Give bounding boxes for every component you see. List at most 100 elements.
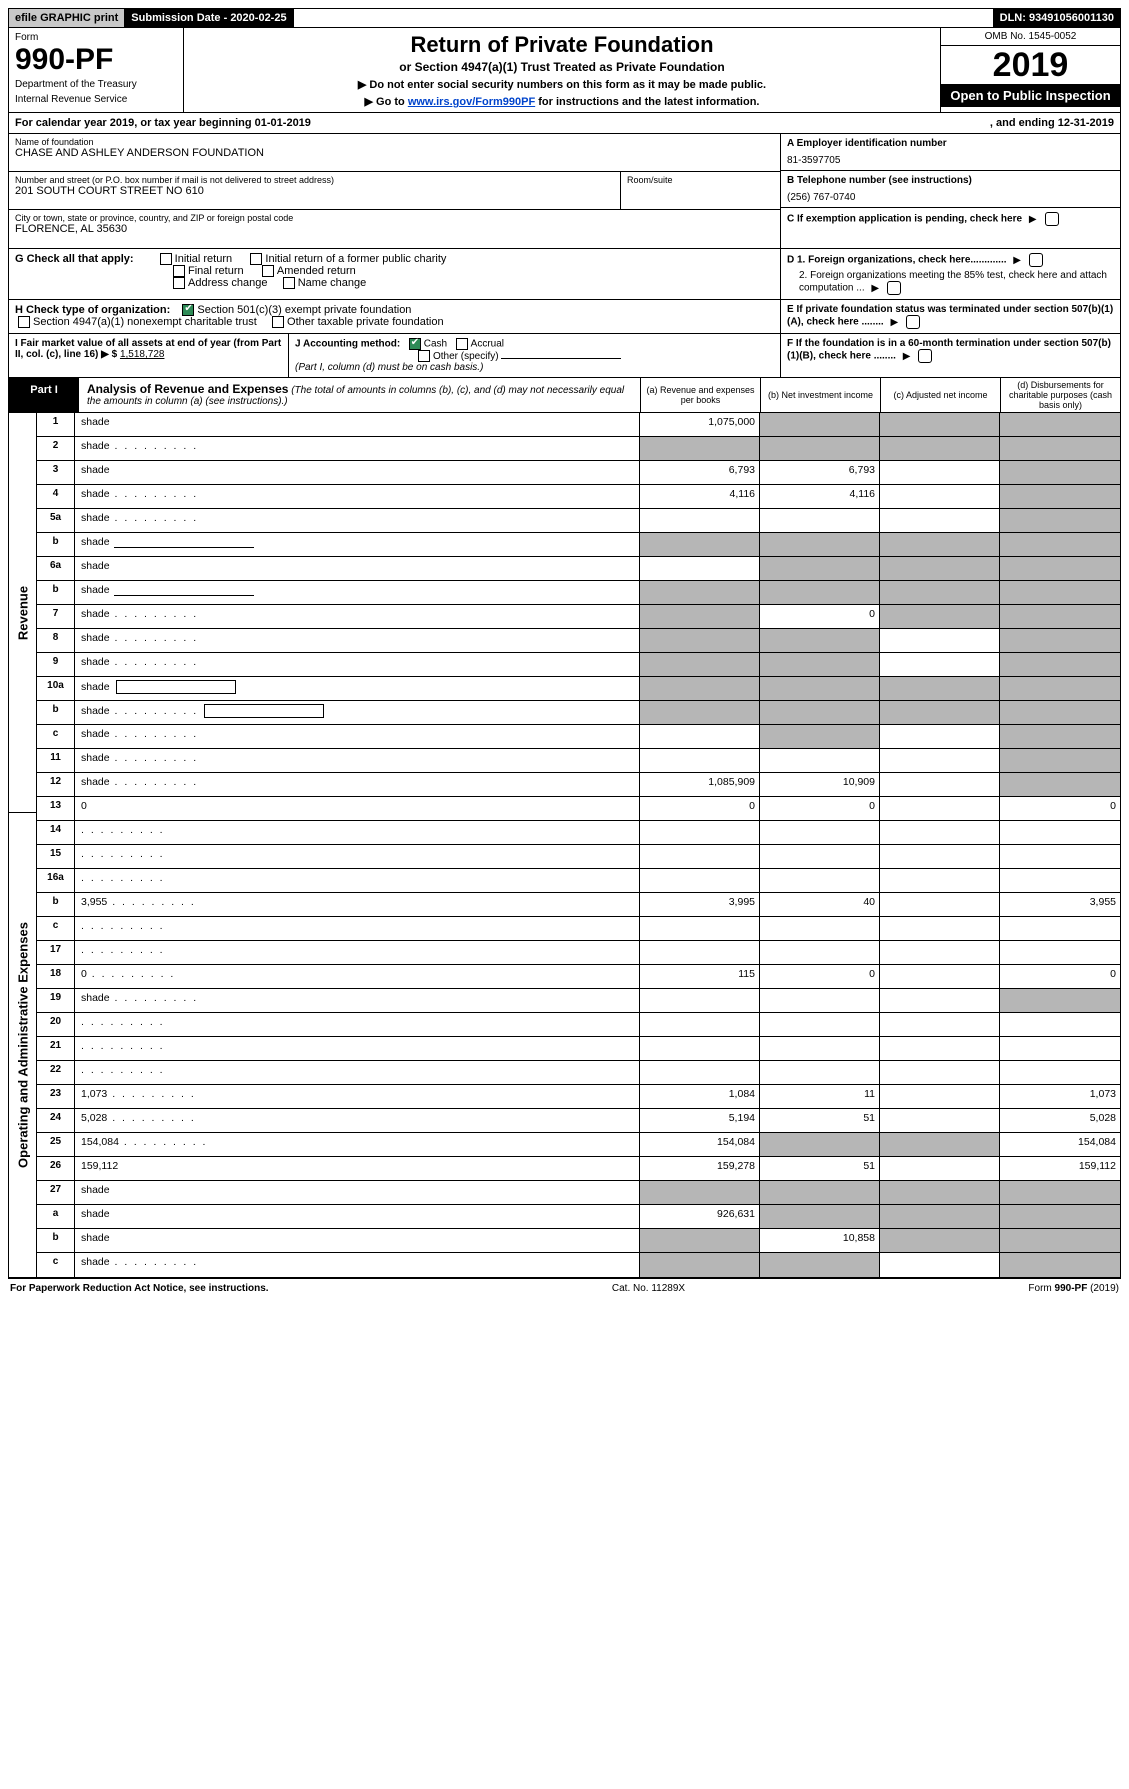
line-number: 22 xyxy=(37,1061,75,1084)
col-b-value xyxy=(760,1037,880,1060)
checkbox-initial-former[interactable] xyxy=(250,253,262,265)
col-d-value xyxy=(1000,773,1120,796)
checkbox-address-change[interactable] xyxy=(173,277,185,289)
vertical-labels: Revenue Operating and Administrative Exp… xyxy=(9,413,37,1277)
col-a-value: 1,085,909 xyxy=(640,773,760,796)
col-b-value xyxy=(760,629,880,652)
line-number: 10a xyxy=(37,677,75,700)
checkbox-other-taxable[interactable] xyxy=(272,316,284,328)
city-state-zip: FLORENCE, AL 35630 xyxy=(15,223,774,235)
col-a-value xyxy=(640,533,760,556)
line-description xyxy=(75,941,640,964)
col-c-value xyxy=(880,821,1000,844)
col-b-value: 10,858 xyxy=(760,1229,880,1252)
header-center: Return of Private Foundation or Section … xyxy=(184,28,940,112)
form-header: Form 990-PF Department of the Treasury I… xyxy=(8,28,1121,113)
col-c-value xyxy=(880,965,1000,988)
checkbox-e[interactable] xyxy=(906,315,920,329)
col-d-value xyxy=(1000,1205,1120,1228)
table-row: 18011500 xyxy=(37,965,1120,989)
table-row: 10ashade xyxy=(37,677,1120,701)
open-public: Open to Public Inspection xyxy=(941,84,1120,107)
checkbox-d1[interactable] xyxy=(1029,253,1043,267)
line-description xyxy=(75,1013,640,1036)
table-row: 12shade1,085,90910,909 xyxy=(37,773,1120,797)
checkbox-cash[interactable] xyxy=(409,338,421,350)
col-c-value xyxy=(880,437,1000,460)
dept-treasury: Department of the Treasury xyxy=(15,79,177,90)
col-a-value xyxy=(640,1253,760,1277)
col-b-value: 51 xyxy=(760,1109,880,1132)
note-goto: ▶ Go to www.irs.gov/Form990PF for instru… xyxy=(194,95,930,108)
line-description: shade xyxy=(75,437,640,460)
form-link[interactable]: www.irs.gov/Form990PF xyxy=(408,96,535,108)
table-row: 20 xyxy=(37,1013,1120,1037)
checkbox-initial-return[interactable] xyxy=(160,253,172,265)
col-c-value xyxy=(880,581,1000,604)
accounting-method-cell: J Accounting method: Cash Accrual Other … xyxy=(289,334,780,377)
line-number: 11 xyxy=(37,749,75,772)
line-description: 5,028 xyxy=(75,1109,640,1132)
line-description: 0 xyxy=(75,965,640,988)
line-description: shade xyxy=(75,1229,640,1252)
table-row: 17 xyxy=(37,941,1120,965)
line-number: 9 xyxy=(37,653,75,676)
col-a-value: 3,995 xyxy=(640,893,760,916)
col-a-value: 0 xyxy=(640,797,760,820)
col-b-value xyxy=(760,437,880,460)
d-boxes: D 1. Foreign organizations, check here..… xyxy=(780,249,1120,299)
checkbox-c[interactable] xyxy=(1045,212,1059,226)
col-d-value xyxy=(1000,1061,1120,1084)
form-number: 990-PF xyxy=(15,45,177,75)
checkbox-d2[interactable] xyxy=(887,281,901,295)
col-c-value xyxy=(880,749,1000,772)
table-row: bshade xyxy=(37,581,1120,605)
address-row: Number and street (or P.O. box number if… xyxy=(9,172,780,210)
line-description: shade xyxy=(75,605,640,628)
checkbox-f[interactable] xyxy=(918,349,932,363)
f-box: F If the foundation is in a 60-month ter… xyxy=(780,334,1120,377)
checkbox-amended-return[interactable] xyxy=(262,265,274,277)
col-b-value: 6,793 xyxy=(760,461,880,484)
line-number: b xyxy=(37,581,75,604)
checkbox-final-return[interactable] xyxy=(173,265,185,277)
col-b-value xyxy=(760,677,880,700)
col-b-value xyxy=(760,701,880,724)
col-a-value: 154,084 xyxy=(640,1133,760,1156)
checkbox-name-change[interactable] xyxy=(283,277,295,289)
table-row: 22 xyxy=(37,1061,1120,1085)
col-b-value: 40 xyxy=(760,893,880,916)
col-a-value xyxy=(640,821,760,844)
line-description xyxy=(75,845,640,868)
col-d-value: 0 xyxy=(1000,965,1120,988)
col-b-value xyxy=(760,581,880,604)
foundation-name: CHASE AND ASHLEY ANDERSON FOUNDATION xyxy=(15,147,774,159)
col-c-value xyxy=(880,1037,1000,1060)
checkbox-4947a1[interactable] xyxy=(18,316,30,328)
entity-right: A Employer identification number 81-3597… xyxy=(780,134,1120,248)
col-c-value xyxy=(880,1061,1000,1084)
col-a-value: 1,075,000 xyxy=(640,413,760,436)
col-a-value xyxy=(640,1013,760,1036)
col-c-value xyxy=(880,773,1000,796)
checkbox-other-method[interactable] xyxy=(418,350,430,362)
line-number: 13 xyxy=(37,797,75,820)
col-b-value xyxy=(760,653,880,676)
line-number: 1 xyxy=(37,413,75,436)
line-number: 7 xyxy=(37,605,75,628)
col-c-value xyxy=(880,1253,1000,1277)
col-d-value xyxy=(1000,533,1120,556)
checkbox-501c3[interactable] xyxy=(182,304,194,316)
col-b-value xyxy=(760,509,880,532)
col-c-value xyxy=(880,557,1000,580)
city-row: City or town, state or province, country… xyxy=(9,210,780,248)
table-row: b3,9553,995403,955 xyxy=(37,893,1120,917)
efile-label: efile GRAPHIC print xyxy=(9,9,125,27)
part1-tab: Part I xyxy=(9,378,79,412)
checkbox-accrual[interactable] xyxy=(456,338,468,350)
col-d-value: 159,112 xyxy=(1000,1157,1120,1180)
tel-cell: B Telephone number (see instructions) (2… xyxy=(781,171,1120,208)
col-d-value xyxy=(1000,989,1120,1012)
col-d-value: 1,073 xyxy=(1000,1085,1120,1108)
col-a-header: (a) Revenue and expenses per books xyxy=(640,378,760,412)
